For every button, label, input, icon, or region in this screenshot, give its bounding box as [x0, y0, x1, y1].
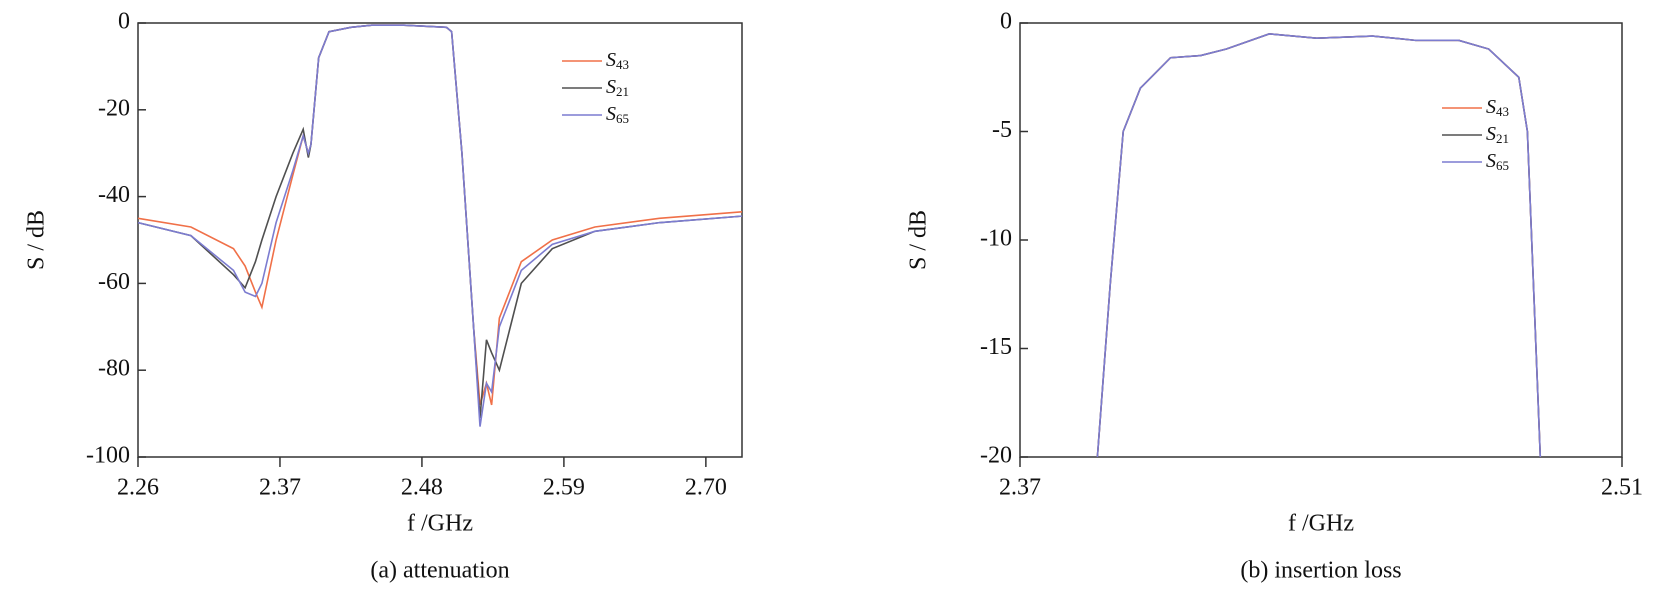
series-line — [137, 24, 743, 406]
y-tick-label: -100 — [86, 443, 130, 469]
legend-label: S21 — [1486, 123, 1509, 146]
x-tick-label: 2.48 — [401, 475, 443, 501]
y-axis-label: S / dB — [906, 210, 932, 270]
y-tick-label: -15 — [980, 334, 1012, 360]
x-tick-label: 2.26 — [117, 475, 159, 501]
y-tick-label: -20 — [98, 95, 130, 121]
x-tick-label: 2.37 — [999, 475, 1041, 501]
caption: (a) attenuation — [370, 558, 509, 584]
legend-label: S43 — [1486, 96, 1509, 119]
y-axis-label: S / dB — [24, 210, 50, 270]
legend-label: S65 — [606, 103, 629, 126]
series-line — [1096, 33, 1542, 458]
x-tick-label: 2.51 — [1601, 475, 1643, 501]
x-tick-label: 2.37 — [259, 475, 301, 501]
y-tick-label: -5 — [992, 117, 1012, 143]
y-tick-label: -10 — [980, 226, 1012, 252]
x-tick-label: 2.70 — [685, 475, 727, 501]
x-tick-label: 2.59 — [543, 475, 585, 501]
legend-label: S43 — [606, 49, 629, 72]
legend-label: S65 — [1486, 150, 1509, 173]
x-axis-label: f /GHz — [1288, 511, 1354, 537]
y-tick-label: -80 — [98, 356, 130, 382]
series-line — [1096, 33, 1542, 458]
caption: (b) insertion loss — [1240, 558, 1401, 584]
x-axis-label: f /GHz — [407, 511, 473, 537]
y-tick-label: 0 — [1000, 9, 1012, 35]
y-tick-label: 0 — [118, 9, 130, 35]
plot-frame — [137, 22, 743, 458]
y-tick-label: -60 — [98, 269, 130, 295]
series-line — [137, 24, 743, 427]
legend-label: S21 — [606, 76, 629, 99]
series-line — [1096, 33, 1542, 458]
series-line — [137, 24, 743, 419]
y-tick-label: -40 — [98, 182, 130, 208]
y-tick-label: -20 — [980, 443, 1012, 469]
